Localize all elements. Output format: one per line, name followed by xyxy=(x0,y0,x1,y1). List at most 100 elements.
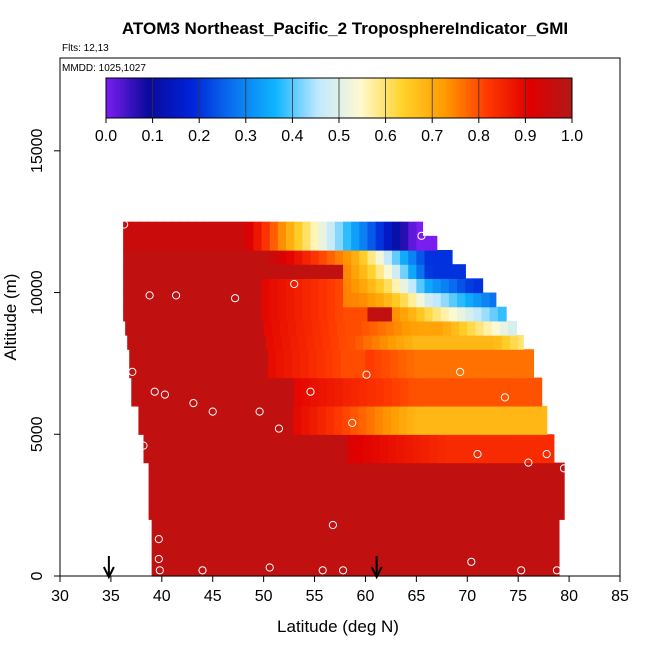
heatmap-cell xyxy=(220,221,230,237)
heatmap-cell xyxy=(151,519,161,577)
colorbar: 0.0 0.1 0.2 0.3 0.4 0.5 0.6 0.7 0.8 0.9 1.0 xyxy=(95,77,583,145)
x-tick-label: 35 xyxy=(102,588,120,605)
heatmap-cell xyxy=(514,377,523,407)
heatmap-cell xyxy=(334,264,344,279)
heatmap-cell xyxy=(436,434,446,464)
heatmap-cell xyxy=(155,264,165,279)
heatmap-cell xyxy=(359,292,369,308)
heatmap-cell xyxy=(493,434,503,464)
heatmap-cell xyxy=(489,377,499,407)
heatmap-cell xyxy=(416,306,426,322)
heatmap-cell xyxy=(220,264,230,279)
heatmap-cell xyxy=(147,306,157,322)
colorbar-swatch xyxy=(252,78,256,118)
heatmap-cell xyxy=(387,434,397,464)
sample-point xyxy=(154,535,163,544)
colorbar-swatch xyxy=(322,78,326,118)
colorbar-swatch xyxy=(443,78,447,118)
colorbar-swatch xyxy=(483,78,487,118)
colorbar-swatch xyxy=(383,78,387,118)
heatmap-cell xyxy=(314,335,324,350)
heatmap-cell xyxy=(498,462,508,520)
colorbar-swatch xyxy=(329,78,333,118)
colorbar-swatch xyxy=(415,78,419,118)
heatmap-cell xyxy=(204,306,214,322)
heatmap-cell xyxy=(202,349,212,379)
heatmap-cell xyxy=(423,405,433,435)
sample-point xyxy=(290,279,299,289)
sample-point xyxy=(189,399,198,408)
heatmap-cell xyxy=(523,462,533,520)
heatmap-cell xyxy=(188,235,198,251)
heatmap-cell xyxy=(219,405,229,435)
sample-points xyxy=(120,220,569,575)
heatmap-cell xyxy=(123,235,132,251)
heatmap-cell xyxy=(334,235,344,251)
heatmap-cell xyxy=(501,335,511,350)
heatmap-cell xyxy=(151,335,161,350)
heatmap-cells xyxy=(123,221,565,577)
heatmap-cell xyxy=(139,235,149,251)
heatmap-cell xyxy=(302,306,312,322)
heatmap-cell xyxy=(302,292,312,308)
heatmap-cell xyxy=(212,235,222,251)
colorbar-swatch xyxy=(478,78,482,118)
heatmap-cell xyxy=(526,434,536,464)
heatmap-cell xyxy=(298,519,307,577)
heatmap-cell xyxy=(238,462,247,520)
colorbar-swatch xyxy=(434,78,438,118)
heatmap-cell xyxy=(547,462,557,520)
heatmap-cell xyxy=(324,349,334,379)
heatmap-cell xyxy=(367,292,377,308)
heatmap-cell xyxy=(188,250,198,265)
heatmap-cell xyxy=(450,320,460,336)
heatmap-cell xyxy=(389,349,399,379)
heatmap-cell xyxy=(347,519,356,577)
heatmap-cell xyxy=(180,306,189,322)
sample-point xyxy=(362,370,371,379)
heatmap-cell xyxy=(334,306,344,322)
heatmap-cell xyxy=(273,434,283,464)
heatmap-cell xyxy=(237,264,246,279)
colorbar-swatch xyxy=(548,78,552,118)
heatmap-cell xyxy=(188,278,198,294)
heatmap-cell xyxy=(376,462,386,520)
heatmap-cell xyxy=(213,462,223,520)
heatmap-cell xyxy=(424,264,434,279)
heatmap-cell xyxy=(341,349,350,379)
heatmap-cell xyxy=(180,221,189,237)
colorbar-swatch xyxy=(266,78,270,118)
heatmap-cell xyxy=(296,320,305,336)
heatmap-cell xyxy=(187,405,197,435)
colorbar-swatch xyxy=(490,78,494,118)
heatmap-cell xyxy=(522,377,531,407)
heatmap-cell xyxy=(440,292,450,308)
heatmap-cell xyxy=(401,462,410,520)
flights-label: Flts: 12,13 xyxy=(62,43,109,54)
heatmap-cell xyxy=(269,306,279,322)
heatmap-cell xyxy=(302,235,312,251)
heatmap-cell xyxy=(139,264,149,279)
heatmap-cell xyxy=(407,405,416,435)
heatmap-cell xyxy=(298,434,307,464)
heatmap-cell xyxy=(179,405,188,435)
heatmap-cell xyxy=(277,306,287,322)
heatmap-cell xyxy=(400,306,409,322)
colorbar-swatch xyxy=(115,78,119,118)
heatmap-cell xyxy=(424,278,434,294)
heatmap-cell xyxy=(163,377,173,407)
sample-point xyxy=(552,566,562,575)
heatmap-cell xyxy=(148,462,158,520)
x-tick-label: 40 xyxy=(153,588,171,605)
heatmap-cell xyxy=(402,320,411,336)
heatmap-cell xyxy=(493,335,503,350)
heatmap-cell xyxy=(257,434,267,464)
colorbar-swatch xyxy=(567,78,571,118)
heatmap-cell xyxy=(196,264,206,279)
x-tick-label: 55 xyxy=(306,588,324,605)
colorbar-swatch xyxy=(513,78,517,118)
heatmap-cell xyxy=(176,335,185,350)
heatmap-cell xyxy=(379,519,389,577)
colorbar-swatch xyxy=(565,78,568,118)
colorbar-swatch xyxy=(285,78,289,118)
